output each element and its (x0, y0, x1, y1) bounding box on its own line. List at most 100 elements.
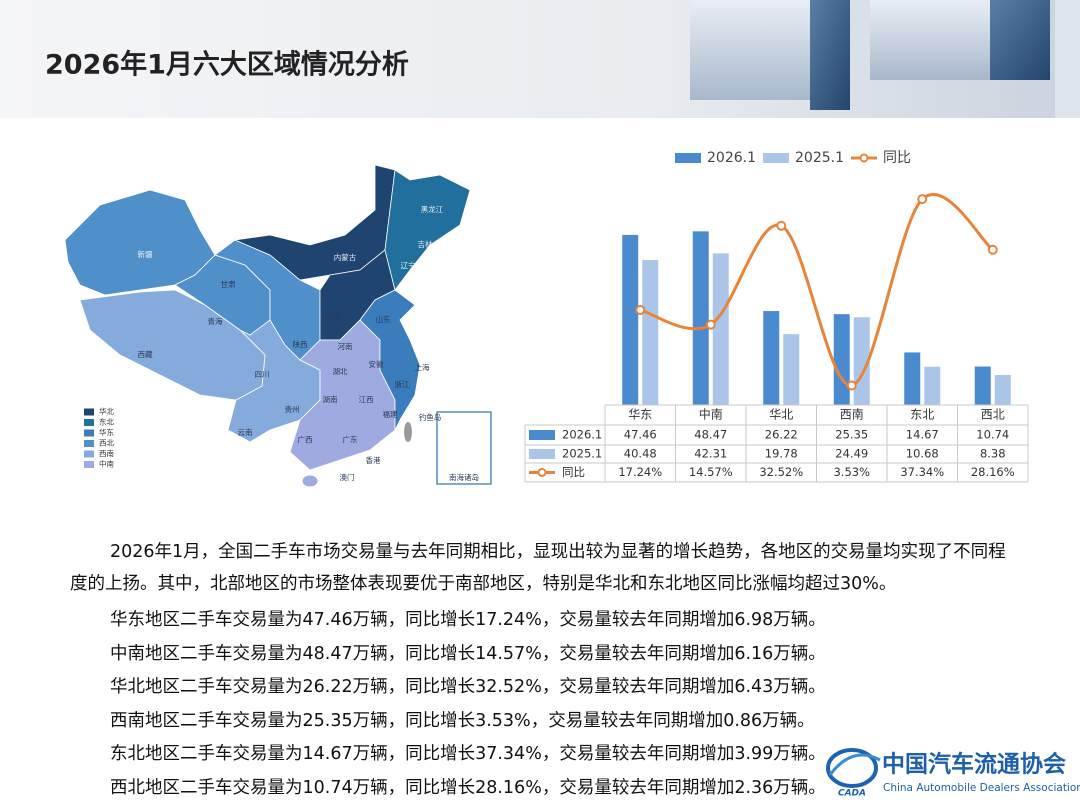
map-region (359, 289, 421, 431)
table-value: 26.22 (765, 428, 798, 442)
table-row-label: 同比 (562, 465, 585, 479)
map-label: 河南 (338, 341, 353, 351)
map-label: 浙江 (395, 379, 410, 389)
map-label: 广东 (343, 434, 358, 444)
map-label: 湖南 (323, 394, 338, 404)
map-label: 陕西 (293, 339, 308, 349)
decor-cube (690, 0, 810, 100)
paragraph: 中南地区二手车交易量为48.47万辆，同比增长14.57%，交易量较去年同期增加… (110, 643, 826, 664)
line-marker (846, 380, 857, 391)
category-label: 西南 (840, 407, 864, 422)
line-marker (776, 220, 787, 231)
map-label: 内蒙古 (334, 252, 357, 262)
map-legend-swatch (84, 450, 94, 458)
map-label: 南海诸岛 (449, 472, 479, 482)
map-label: 辽宁 (401, 260, 416, 270)
table-value: 14.67 (906, 428, 939, 442)
table-value: 10.74 (976, 428, 1009, 442)
logo: CADA 中国汽车流通协会 China Automobile Dealers A… (826, 748, 1080, 799)
table-value: 25.35 (835, 428, 868, 442)
logo-mark (828, 753, 881, 776)
category-label: 华北 (769, 408, 793, 422)
map-label: 吉林 (418, 239, 433, 249)
paragraph: 2026年1月，全国二手车市场交易量与去年同期相比，显现出较为显著的增长趋势，各… (70, 542, 1006, 594)
map-label: 香港 (366, 455, 381, 465)
legend-label: 2025.1 (795, 150, 844, 166)
map-label: 黑龙江 (421, 204, 444, 214)
line-marker (705, 319, 716, 330)
table-value: 28.16% (971, 465, 1015, 479)
map-legend-label: 华东 (99, 427, 114, 437)
table-value: 8.38 (980, 447, 1006, 461)
bar (692, 231, 709, 405)
legend-label: 同比 (883, 150, 911, 166)
category-label: 西北 (981, 408, 1005, 422)
map-label: 钓鱼岛 (419, 412, 442, 422)
map-legend-label: 西南 (99, 448, 114, 458)
legend-icon (675, 153, 701, 163)
table-value: 32.52% (759, 465, 803, 479)
legend-icon (529, 449, 555, 459)
decor-cube (870, 0, 990, 80)
map-label: 贵州 (285, 404, 300, 414)
paragraph: 西北地区二手车交易量为10.74万辆，同比增长28.16%，交易量较去年同期增加… (110, 777, 826, 798)
map-island (404, 422, 412, 442)
category-label: 中南 (699, 407, 723, 422)
table-value: 40.48 (624, 447, 657, 461)
table-value: 42.31 (694, 447, 727, 461)
map-legend-swatch (84, 440, 94, 447)
bar (763, 311, 780, 405)
table-row-label: 2026.1 (562, 428, 602, 442)
bar (712, 253, 729, 405)
map-label: 西藏 (138, 349, 153, 359)
paragraph: 西南地区二手车交易量为25.35万辆，同比增长3.53%，交易量较去年同期增加0… (110, 710, 815, 731)
logo-text: CADA (838, 789, 866, 799)
map-label: 新疆 (138, 249, 153, 259)
legend-icon (763, 153, 789, 163)
map-label: 甘肃 (221, 279, 236, 289)
map-legend-swatch (84, 461, 94, 468)
map-legend-swatch (84, 419, 94, 426)
map-legend-swatch (84, 429, 94, 437)
map-region (301, 474, 319, 488)
bar (783, 334, 800, 405)
table-value: 37.34% (900, 465, 944, 479)
map-label: 山东 (376, 314, 391, 324)
table-value: 48.47 (694, 428, 727, 442)
legend-icon (529, 430, 555, 440)
bar (994, 374, 1011, 405)
map-legend-label: 华北 (99, 406, 114, 416)
legend-icon (537, 468, 547, 477)
table-row-label: 2025.1 (562, 447, 602, 461)
map-region (79, 289, 266, 401)
decor-cube (990, 0, 1050, 80)
map-label: 湖北 (333, 367, 348, 376)
decor-cube (1055, 0, 1080, 118)
paragraph: 华东地区二手车交易量为47.46万辆，同比增长17.24%，交易量较去年同期增加… (110, 610, 826, 630)
map-legend-label: 西北 (99, 439, 114, 448)
map-label: 江西 (359, 395, 374, 404)
decor-cube (810, 0, 850, 110)
map-label: 安徽 (369, 359, 384, 369)
map-label: 青海 (208, 316, 223, 326)
table-value: 17.24% (618, 465, 662, 479)
paragraph: 华北地区二手车交易量为26.22万辆，同比增长32.52%，交易量较去年同期增加… (110, 677, 826, 697)
table-value: 24.49 (835, 447, 868, 461)
map-region (384, 169, 471, 291)
table-value: 3.53% (833, 465, 870, 479)
line-marker (635, 304, 646, 315)
map-label: 广西 (298, 434, 313, 444)
bar (622, 234, 639, 405)
legend-icon (859, 153, 869, 163)
map-inset (436, 411, 492, 485)
org-name-en: China Automobile Dealers Association (883, 782, 1080, 794)
bar (974, 366, 991, 405)
map-legend-label: 东北 (99, 417, 114, 427)
legend-label: 2026.1 (707, 150, 756, 166)
table-value: 10.68 (906, 447, 939, 461)
category-label: 东北 (910, 408, 934, 422)
